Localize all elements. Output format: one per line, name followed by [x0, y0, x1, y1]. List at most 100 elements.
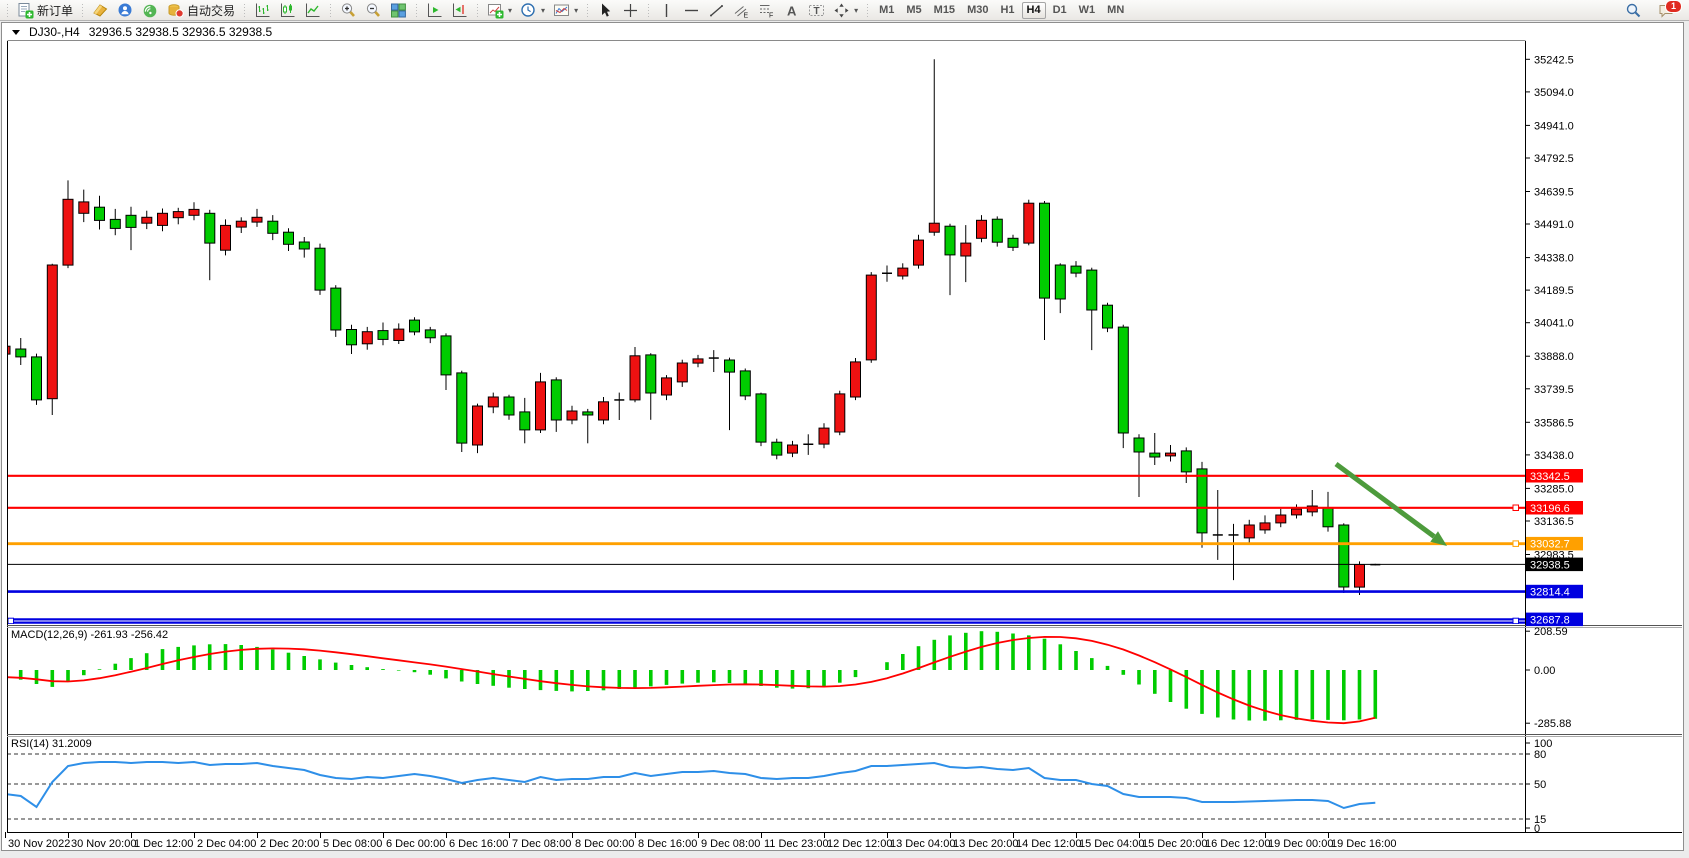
autoscroll-icon — [428, 3, 442, 17]
periods-button[interactable]: ▾ — [516, 1, 549, 20]
timeframe-m5[interactable]: M5 — [901, 2, 926, 19]
toolbar-grip — [4, 2, 11, 18]
template-icon — [554, 4, 570, 16]
community-icon — [118, 3, 132, 16]
svg-text:E: E — [744, 12, 749, 19]
notification-badge: 1 — [1665, 0, 1682, 13]
svg-text:F: F — [769, 12, 773, 19]
autotrading-button-label: 自动交易 — [187, 3, 236, 18]
notifications-button[interactable]: 1 — [1654, 0, 1682, 20]
autotrading-button[interactable]: 自动交易 — [163, 1, 239, 20]
timeframe-d1[interactable]: D1 — [1048, 2, 1072, 19]
chart-title-bar: DJ30-,H4 32936.5 32938.5 32936.5 32938.5 — [12, 25, 272, 39]
toolbar-grip — [327, 2, 335, 18]
timeframe-m30[interactable]: M30 — [962, 2, 993, 19]
candles-icon — [281, 3, 295, 17]
label-t-icon: T — [809, 4, 825, 17]
chart-shift-button[interactable] — [447, 1, 472, 20]
zoom-in-icon — [341, 2, 355, 17]
main-chart-panel[interactable] — [7, 41, 1525, 624]
vertical-line-button[interactable] — [654, 1, 679, 20]
dropdown-caret-icon: ▾ — [508, 5, 513, 15]
chart-symbol-period: DJ30-,H4 — [29, 25, 80, 39]
tile-windows-button[interactable] — [386, 1, 411, 20]
svg-text:T: T — [814, 6, 820, 17]
time-axis[interactable] — [7, 832, 1682, 849]
indicators-icon — [488, 3, 504, 18]
new-order-button[interactable]: 新订单 — [13, 1, 77, 20]
new-order-icon — [18, 2, 34, 18]
zoom-out-icon — [366, 2, 380, 17]
svg-text:A: A — [787, 3, 797, 18]
toolbar: 新订单 自动交易 ▾ ▾ ▾ E F A T ▾ M1 M5 M15 M30 H1 H4 D1 W1 MN 1 — [0, 0, 1689, 21]
dropdown-caret-icon: ▾ — [574, 5, 579, 15]
macd-indicator-label: MACD(12,26,9) -261.93 -256.42 — [11, 629, 169, 641]
crosshair-button[interactable] — [618, 1, 643, 20]
toolbar-grip — [474, 2, 482, 18]
chart-menu-icon[interactable] — [12, 29, 20, 35]
crosshair-icon — [624, 3, 638, 17]
timeframe-h4[interactable]: H4 — [1021, 1, 1046, 19]
new-order-button-label: 新订单 — [37, 3, 74, 18]
toolbar-grip — [645, 2, 653, 18]
text-button[interactable]: A — [779, 1, 804, 20]
line-icon — [306, 3, 320, 17]
horizontal-line-button[interactable] — [679, 1, 704, 20]
templates-button[interactable]: ▾ — [549, 1, 582, 20]
timeframe-h1[interactable]: H1 — [995, 2, 1019, 19]
clock-icon — [521, 2, 535, 17]
dropdown-caret-icon: ▾ — [541, 5, 546, 15]
line-chart-button[interactable] — [300, 1, 325, 20]
gold-seal-icon — [93, 3, 108, 17]
toolbar-grip — [584, 2, 592, 18]
toolbar-left-groups: 新订单 自动交易 ▾ ▾ ▾ E F A T ▾ — [2, 1, 862, 20]
search-button[interactable] — [1621, 1, 1646, 20]
timeframe-m15[interactable]: M15 — [929, 2, 960, 19]
autotrade-icon — [168, 3, 184, 17]
auto-scroll-button[interactable] — [422, 1, 447, 20]
toolbar-grip — [241, 2, 249, 18]
community-button[interactable] — [113, 1, 138, 20]
rsi-indicator-label: RSI(14) 31.2009 — [11, 738, 92, 750]
channel-icon: E — [734, 5, 749, 19]
price-axis[interactable] — [1525, 41, 1682, 832]
bar-chart-button[interactable] — [250, 1, 275, 20]
timeframe-m1[interactable]: M1 — [874, 2, 899, 19]
arrows-icon — [834, 3, 849, 17]
fibo-icon: F — [760, 4, 773, 19]
alerts-button[interactable] — [88, 1, 113, 20]
timeframe-mn[interactable]: MN — [1102, 2, 1129, 19]
timeframe-toolbar: M1 M5 M15 M30 H1 H4 D1 W1 MN — [862, 1, 1130, 19]
vline-icon — [665, 3, 668, 17]
toolbar-grip — [864, 2, 872, 18]
dropdown-caret-icon: ▾ — [854, 5, 859, 15]
text-a-icon: A — [787, 3, 797, 18]
candle-chart-button[interactable] — [275, 1, 300, 20]
tiles-icon — [391, 3, 406, 17]
indicators-button[interactable]: ▾ — [483, 1, 516, 20]
toolbar-grip — [79, 2, 87, 18]
toolbar-grip — [413, 2, 421, 18]
zoom-out-button[interactable] — [361, 1, 386, 20]
bars-icon — [256, 3, 270, 17]
trendline-button[interactable] — [704, 1, 729, 20]
signals-button[interactable] — [138, 1, 163, 20]
fibonacci-button[interactable]: F — [754, 1, 779, 20]
channel-button[interactable]: E — [729, 1, 754, 20]
timeframe-w1[interactable]: W1 — [1074, 2, 1101, 19]
arrows-button[interactable]: ▾ — [829, 1, 862, 20]
rsi-panel[interactable] — [7, 738, 1525, 832]
signals-icon — [143, 4, 157, 17]
cursor-button[interactable] — [593, 1, 618, 20]
toolbar-right: 1 — [1621, 0, 1682, 20]
zoom-in-button[interactable] — [336, 1, 361, 20]
macd-panel[interactable] — [7, 629, 1525, 732]
text-label-button[interactable]: T — [804, 1, 829, 20]
hline-icon — [685, 9, 699, 11]
trendline-icon — [710, 4, 724, 16]
search-icon — [1626, 3, 1641, 18]
cursor-icon — [602, 3, 611, 17]
chart-ohlc-values: 32936.5 32938.5 32936.5 32938.5 — [88, 25, 273, 39]
chartshift-icon — [453, 3, 467, 17]
